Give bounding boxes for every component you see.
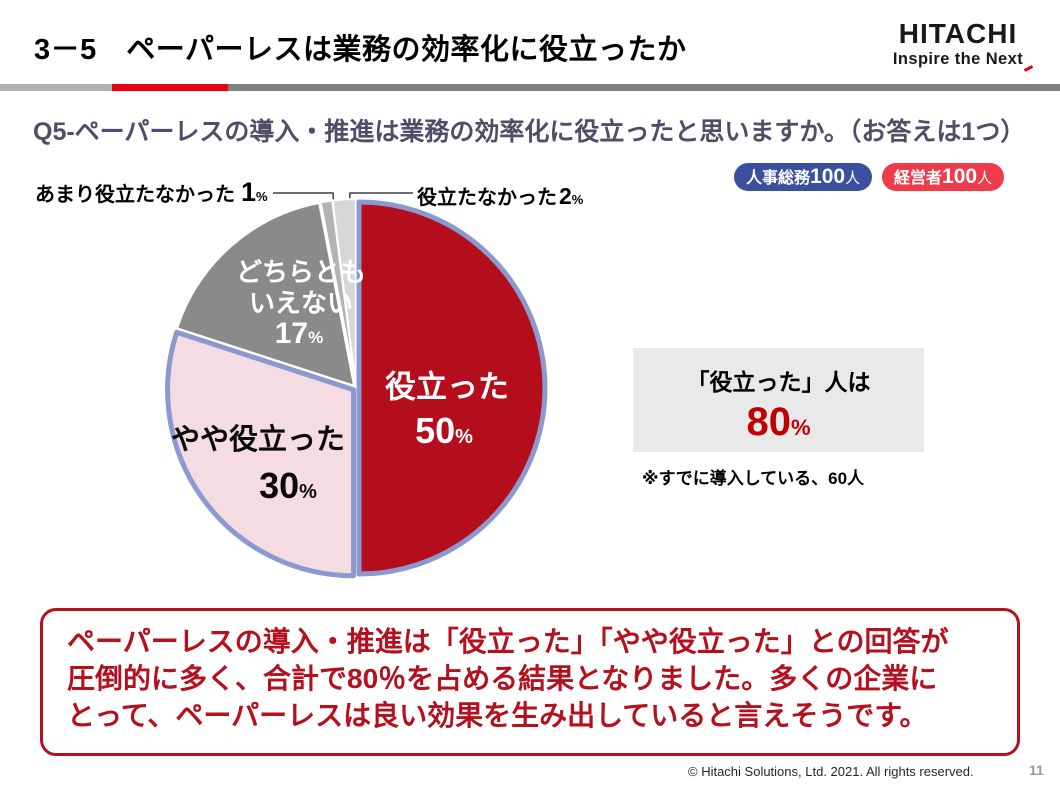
hitachi-logo: HITACHI Inspire the Next [870,18,1046,72]
summary-line-2: 圧倒的に多く、合計で80％を占める結果となりました。多くの企業に [67,663,938,694]
divider-segment-gray-dark [228,84,1060,91]
pie-slice-somewhat-helped [165,329,357,579]
pie-slice-neither [176,202,356,387]
sample-badge-executives: 経営者100人 [882,163,1005,191]
pie-chart [156,188,556,588]
callout-not-very-unit: % [256,189,268,204]
header-divider [0,84,1060,91]
hitachi-logo-wordmark: HITACHI [898,18,1018,49]
summary-line-1: ペーパーレスの導入・推進は「役立った」「やや役立った」との回答が [67,626,949,657]
copyright-text: © Hitachi Solutions, Ltd. 2021. All righ… [688,764,974,779]
pie-chart-svg [165,192,548,579]
footnote: ※すでに導入している、60人 [642,469,865,488]
highlight-box: 「役立った」人は 80% [633,348,924,452]
pie-slice-helped [356,199,548,577]
callout-not-very-text: あまり役立たなかった [35,184,235,206]
badge-exec-label: 経営者 [894,170,943,187]
callout-not-helpful-text: 役立たなかった [417,187,557,209]
highlight-unit: % [790,415,811,440]
hitachi-logo-slogan: Inspire the Next [892,50,1024,68]
badge-exec-count: 100 [942,165,978,188]
badge-hr-count: 100 [810,165,846,188]
callout-not-very-number: 1 [241,177,257,207]
highlight-value: 80% [633,400,924,445]
callout-not-helpful-unit: % [571,192,584,207]
badge-hr-unit: 人 [845,170,861,187]
question-text: Q5-ペーパーレスの導入・推進は業務の効率化に役立ったと思いますか。（お答えは1… [33,118,1026,146]
badge-hr-label: 人事総務 [746,170,811,187]
callout-not-helpful-number: 2 [559,183,572,209]
summary-line-3: とって、ペーパーレスは良い効果を生み出していると言えそうです。 [67,700,928,731]
callout-label-not-helpful: 役立たなかった2% [417,181,583,210]
page-title: 3－5 ペーパーレスは業務の効率化に役立ったか [34,34,687,66]
divider-segment-gray-light [0,84,112,91]
divider-segment-red [112,84,228,91]
page-number: 11 [1029,762,1044,778]
badge-exec-unit: 人 [977,170,993,187]
callout-label-not-very-helpful: あまり役立たなかった 1% [35,177,268,208]
sample-badge-hr: 人事総務100人 [734,163,873,191]
summary-box: ペーパーレスの導入・推進は「役立った」「やや役立った」との回答が 圧倒的に多く、… [40,608,1020,756]
highlight-caption: 「役立った」人は [686,369,871,395]
pie-slice-not-helpful [331,198,357,387]
highlight-number: 80 [746,400,791,444]
